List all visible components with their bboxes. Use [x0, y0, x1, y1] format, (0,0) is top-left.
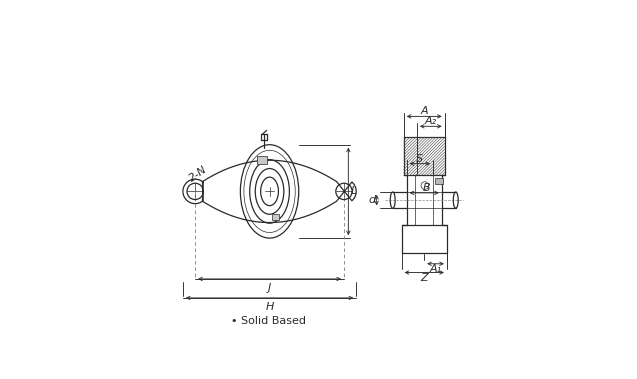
Text: B: B [423, 183, 431, 193]
Text: H: H [266, 302, 274, 312]
Bar [435, 178, 443, 183]
Text: A₁: A₁ [429, 264, 441, 274]
Text: • Solid Based: • Solid Based [231, 316, 306, 326]
Text: 2-N: 2-N [188, 164, 210, 183]
Text: d: d [368, 195, 376, 205]
Bar [257, 155, 267, 164]
Bar [271, 214, 279, 220]
Text: S: S [417, 154, 424, 164]
Text: Z: Z [420, 273, 428, 283]
Text: A: A [420, 106, 428, 116]
Text: A₂: A₂ [425, 116, 437, 126]
Text: J: J [268, 283, 271, 293]
Text: L: L [350, 186, 357, 196]
